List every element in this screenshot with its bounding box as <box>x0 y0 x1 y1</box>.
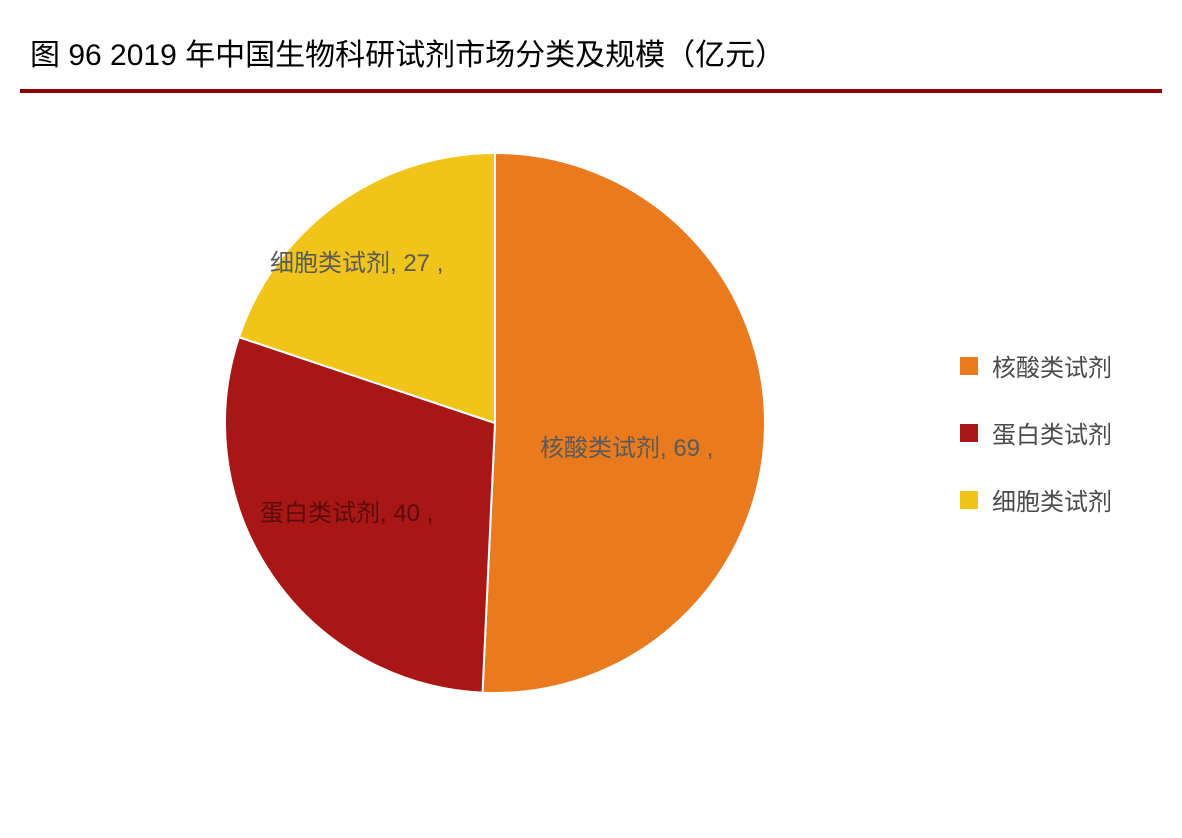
chart-area: 核酸类试剂, 69 ,51% 蛋白类试剂, 40 ,29% 细胞类试剂, 27 … <box>0 93 1182 773</box>
legend-item-0: 核酸类试剂 <box>960 348 1112 383</box>
watermark-prefix: 头杀 <box>996 792 1040 824</box>
legend-marker-icon <box>960 424 978 442</box>
pie-chart <box>225 153 765 693</box>
slice-label-nucleic: 核酸类试剂, 69 ,51% <box>540 433 713 464</box>
slice-name-2: 细胞类试剂, 27 , <box>270 250 443 277</box>
watermark: 头杀 @未来智库 <box>960 792 1158 824</box>
legend-marker-icon <box>960 357 978 375</box>
legend-item-1: 蛋白类试剂 <box>960 415 1112 450</box>
chart-title: 图 96 2019 年中国生物科研试剂市场分类及规模（亿元） <box>0 0 1182 89</box>
legend-label-1: 蛋白类试剂 <box>992 415 1112 450</box>
slice-label-protein: 蛋白类试剂, 40 ,29% <box>260 498 433 529</box>
slice-label-cell: 细胞类试剂, 27 ,20% <box>270 248 443 279</box>
slice-name-1: 蛋白类试剂, 40 , <box>260 500 433 527</box>
legend-marker-icon <box>960 491 978 509</box>
watermark-icon <box>960 794 988 822</box>
legend: 核酸类试剂 蛋白类试剂 细胞类试剂 <box>960 348 1112 549</box>
legend-item-2: 细胞类试剂 <box>960 482 1112 517</box>
legend-label-2: 细胞类试剂 <box>992 482 1112 517</box>
watermark-text: @未来智库 <box>1048 792 1158 824</box>
slice-name-0: 核酸类试剂, 69 , <box>540 435 713 462</box>
legend-label-0: 核酸类试剂 <box>992 348 1112 383</box>
